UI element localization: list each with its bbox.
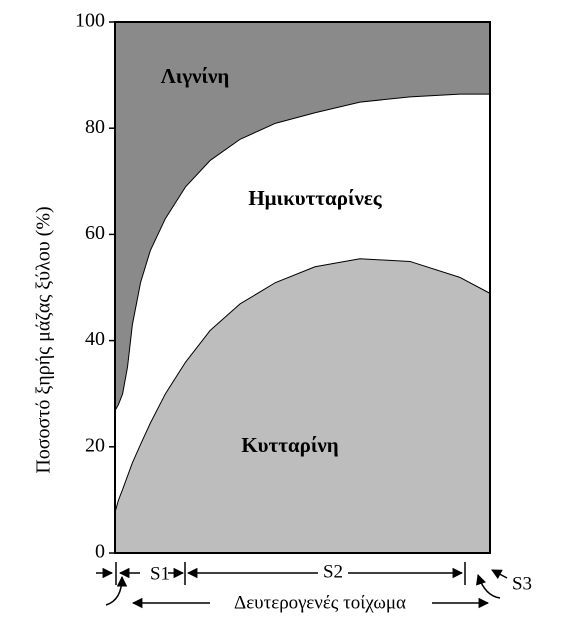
plot-frame xyxy=(114,21,491,554)
area-label: Ημικυτταρίνες xyxy=(248,186,382,210)
y-axis-label: Ποσοστό ξηρής μάζας ξύλου (%) xyxy=(33,206,55,473)
plot-area xyxy=(114,22,491,553)
annotation: S2 xyxy=(323,561,343,582)
y-tick-label: 80 xyxy=(85,116,105,138)
annotation-arrows xyxy=(96,562,508,609)
y-tick-label: 40 xyxy=(85,328,105,350)
area-label: Λιγνίνη xyxy=(161,64,230,88)
area xyxy=(115,93,490,511)
area-label: Κυτταρίνη xyxy=(241,433,338,457)
y-tick-label: 100 xyxy=(75,10,105,32)
area xyxy=(115,22,490,410)
y-tick-label: 0 xyxy=(95,541,105,563)
y-tick-label: 20 xyxy=(85,434,105,456)
y-tick-label: 60 xyxy=(85,222,105,244)
annotation: Δευτερογενές τοίχωμα xyxy=(234,592,406,613)
annotation: S3 xyxy=(512,573,532,594)
annotation: S1 xyxy=(150,563,170,584)
